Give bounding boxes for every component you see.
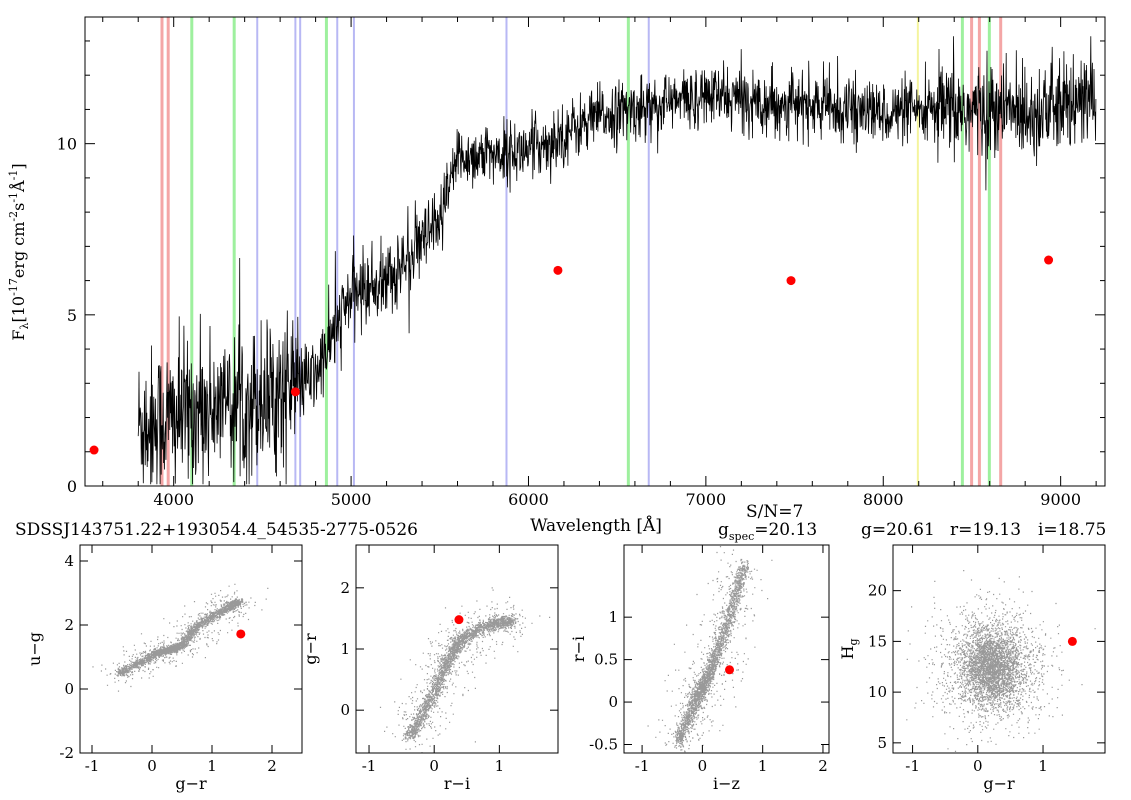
y-tick-label: 0.5 (594, 651, 618, 669)
y-tick-label: 0 (608, 693, 618, 711)
x-tick-label: 4000 (153, 490, 194, 509)
x-tick-label: 0 (429, 757, 439, 775)
x-tick-label: 0 (698, 757, 708, 775)
target-point (725, 665, 735, 675)
mag-g-label: g=20.61 (861, 520, 935, 540)
target-point (454, 615, 464, 625)
x-tick-label: 8000 (863, 490, 904, 509)
object-id-label: SDSSJ143751.22+193054.4_54535-2775-0526 (15, 520, 418, 540)
x-tick-label: 1 (1038, 757, 1048, 775)
y-axis-label: g−r (301, 633, 320, 665)
ri-vs-iz-panel: -1 0 1 2 -0.5 0 0.5 1 i−z r−i (569, 544, 830, 793)
y-tick-label: 0 (64, 680, 74, 698)
spectrum-line (137, 36, 1097, 485)
x-tick-label: 6000 (508, 490, 549, 509)
x-tick-label: 2 (818, 757, 828, 775)
y-tick-label: 2 (340, 579, 350, 597)
spectral-line-markers (160, 17, 1003, 486)
x-axis-label: g−r (175, 774, 207, 793)
photometry-point-4 (1044, 255, 1054, 265)
y-tick-label: 1 (340, 640, 350, 658)
y-tick-label: 1 (608, 608, 618, 626)
x-tick-label: -1 (362, 757, 377, 775)
photometry-points (89, 255, 1054, 455)
panel-frame (79, 544, 303, 754)
x-tick-label: -1 (905, 757, 920, 775)
target-point (236, 629, 246, 639)
y-tick-label: -0.5 (589, 736, 618, 754)
photometry-point-3 (786, 276, 796, 286)
x-axis-label: r−i (444, 774, 470, 793)
scatter-cloud (92, 583, 269, 692)
x-tick-label: 0 (973, 757, 983, 775)
y-axis-label: u−g (25, 632, 44, 666)
y-tick-label: 0 (67, 477, 77, 496)
photometry-point-1 (290, 387, 300, 397)
y-tick-label: 5 (67, 306, 77, 325)
spectrum-y-axis-label: Fλ[10-17erg cm-2s-1Å-1] (7, 163, 31, 340)
scatter-cloud (906, 570, 1096, 752)
y-tick-label: 20 (868, 582, 887, 600)
snr-label: S/N=7 (746, 502, 803, 522)
spectrum-panel: 4000 5000 6000 7000 8000 9000 0 5 10 Wavelength … (7, 16, 1106, 536)
y-tick-label: 10 (57, 135, 77, 154)
photometry-point-2 (553, 265, 563, 275)
x-tick-label: 9000 (1040, 490, 1081, 509)
spectrum-frame (84, 16, 1106, 487)
y-tick-label: 0 (340, 701, 350, 719)
x-tick-label: 0 (147, 757, 157, 775)
scatter-cloud (379, 587, 551, 754)
y-axis-label: Hg (838, 639, 860, 660)
panel-frame (623, 544, 830, 754)
x-tick-label: 7000 (686, 490, 727, 509)
x-tick-label: -1 (85, 757, 100, 775)
ug-vs-gr-panel: -1 0 1 2 -2 0 2 4 g−r u−g (25, 544, 303, 793)
panel-frame (892, 544, 1106, 754)
y-axis-label: r−i (569, 636, 588, 662)
x-tick-label: 1 (758, 757, 768, 775)
scatter-cloud (647, 546, 773, 753)
spectrum-x-axis-label: Wavelength [Å] (530, 515, 662, 536)
photometry-point-0 (89, 445, 99, 455)
gr-vs-ri-panel: -1 0 1 0 1 2 r−i g−r (301, 544, 559, 793)
x-tick-label: 1 (207, 757, 217, 775)
y-tick-label: 10 (868, 683, 887, 701)
x-tick-label: 5000 (331, 490, 372, 509)
mag-i-label: i=18.75 (1038, 520, 1106, 540)
spectrum-axis-ticks: 4000 5000 6000 7000 8000 9000 0 5 10 (57, 17, 1105, 509)
x-axis-label: i−z (713, 774, 740, 793)
x-tick-label: 1 (495, 757, 505, 775)
gspec-label: gspec=20.13 (718, 520, 817, 543)
y-tick-label: -2 (59, 744, 74, 762)
y-tick-label: 4 (64, 552, 74, 570)
target-point (1067, 636, 1077, 646)
y-tick-label: 5 (877, 734, 887, 752)
x-axis-label: g−r (983, 774, 1015, 793)
y-tick-label: 15 (868, 632, 887, 650)
x-tick-label: -1 (635, 757, 650, 775)
y-tick-label: 2 (64, 616, 74, 634)
mag-r-label: r=19.13 (950, 520, 1021, 540)
x-tick-label: 2 (267, 757, 277, 775)
